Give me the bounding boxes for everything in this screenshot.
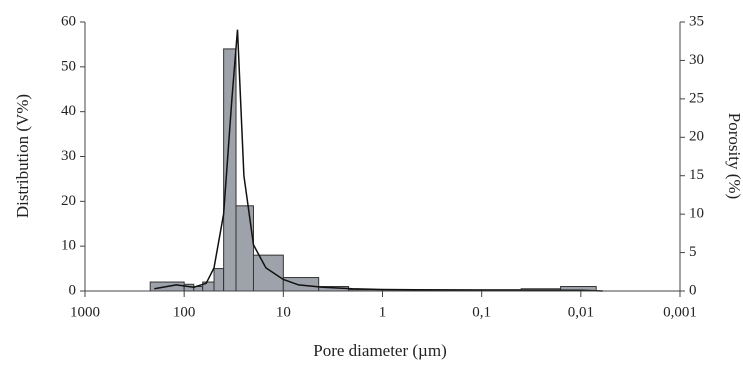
x-axis-label: Pore diameter (µm) — [313, 341, 446, 360]
bar — [213, 268, 225, 292]
porosity-line — [154, 29, 603, 292]
x-tick-label: 0,001 — [663, 304, 697, 320]
y2-tick-label: 35 — [689, 13, 704, 29]
y2-tick-label: 25 — [689, 90, 704, 106]
y2-tick-label: 10 — [689, 206, 704, 222]
y2-tick-label: 0 — [689, 282, 697, 298]
x-tick-label: 10 — [276, 304, 291, 320]
y-tick-label: 40 — [61, 103, 76, 119]
y2-tick-label: 30 — [689, 52, 704, 68]
y-tick-label: 30 — [61, 148, 76, 164]
x-tick-label: 0,1 — [472, 304, 491, 320]
y2-axis-label: Porosity (%) — [725, 113, 743, 199]
y2-tick-label: 20 — [689, 129, 704, 145]
y2-tick-label: 5 — [689, 244, 697, 260]
y-tick-label: 20 — [61, 193, 76, 209]
x-tick-label: 0,01 — [568, 304, 594, 320]
y-axis-label: Distribution (V%) — [13, 94, 32, 218]
y-tick-label: 60 — [61, 13, 76, 29]
y-tick-label: 0 — [69, 282, 77, 298]
bar — [282, 277, 320, 292]
x-tick-label: 100 — [173, 304, 196, 320]
x-tick-label: 1000 — [70, 304, 100, 320]
bar — [223, 48, 237, 292]
y-tick-label: 50 — [61, 58, 76, 74]
bar — [252, 254, 284, 292]
y2-tick-label: 15 — [689, 167, 704, 183]
bar — [235, 205, 254, 292]
y-tick-label: 10 — [61, 238, 76, 254]
x-tick-label: 1 — [379, 304, 387, 320]
